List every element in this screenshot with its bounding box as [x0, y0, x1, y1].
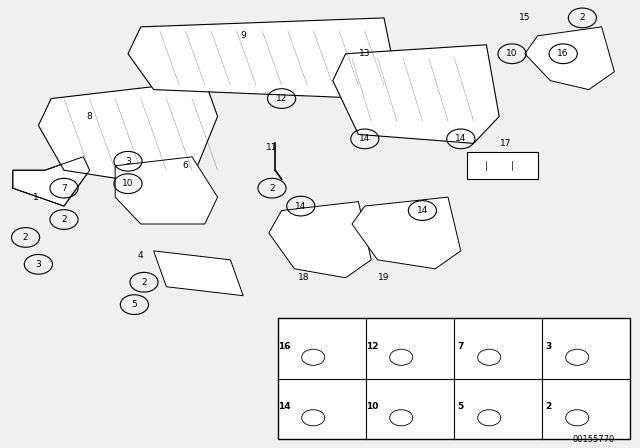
Text: 14: 14 — [359, 134, 371, 143]
Text: 19: 19 — [378, 273, 390, 282]
Polygon shape — [269, 202, 371, 278]
Text: 11: 11 — [266, 143, 278, 152]
Text: 12: 12 — [276, 94, 287, 103]
Text: 2: 2 — [545, 402, 552, 411]
Text: 2: 2 — [61, 215, 67, 224]
Text: 3: 3 — [125, 157, 131, 166]
Text: 16: 16 — [557, 49, 569, 58]
Text: 10: 10 — [366, 402, 379, 411]
Text: 14: 14 — [278, 402, 291, 411]
Text: 00155770: 00155770 — [572, 435, 614, 444]
Polygon shape — [352, 197, 461, 269]
Polygon shape — [13, 157, 90, 206]
Text: 6: 6 — [183, 161, 188, 170]
Text: 8: 8 — [87, 112, 92, 121]
Polygon shape — [115, 157, 218, 224]
Text: 13: 13 — [359, 49, 371, 58]
Text: 15: 15 — [519, 13, 531, 22]
Text: 3: 3 — [36, 260, 41, 269]
Text: 5: 5 — [457, 402, 463, 411]
Text: 7: 7 — [61, 184, 67, 193]
Text: 2: 2 — [269, 184, 275, 193]
Bar — [278, 318, 630, 439]
Text: 10: 10 — [506, 49, 518, 58]
Text: 3: 3 — [545, 341, 552, 351]
Polygon shape — [128, 18, 397, 99]
Text: 9: 9 — [241, 31, 246, 40]
Text: 14: 14 — [455, 134, 467, 143]
Polygon shape — [154, 251, 243, 296]
Text: 12: 12 — [366, 341, 379, 351]
Text: 17: 17 — [500, 139, 511, 148]
Text: 2: 2 — [23, 233, 28, 242]
Text: 14: 14 — [295, 202, 307, 211]
Text: 14: 14 — [417, 206, 428, 215]
Text: 7: 7 — [457, 341, 463, 351]
Text: 18: 18 — [298, 273, 310, 282]
Polygon shape — [333, 45, 499, 143]
Polygon shape — [525, 27, 614, 90]
Text: 2: 2 — [580, 13, 585, 22]
Text: 10: 10 — [122, 179, 134, 188]
Text: 4: 4 — [138, 251, 143, 260]
Bar — [467, 152, 538, 179]
Polygon shape — [38, 81, 218, 188]
Text: 16: 16 — [278, 341, 291, 351]
Text: 1: 1 — [33, 193, 38, 202]
Text: 2: 2 — [141, 278, 147, 287]
Text: 5: 5 — [132, 300, 137, 309]
